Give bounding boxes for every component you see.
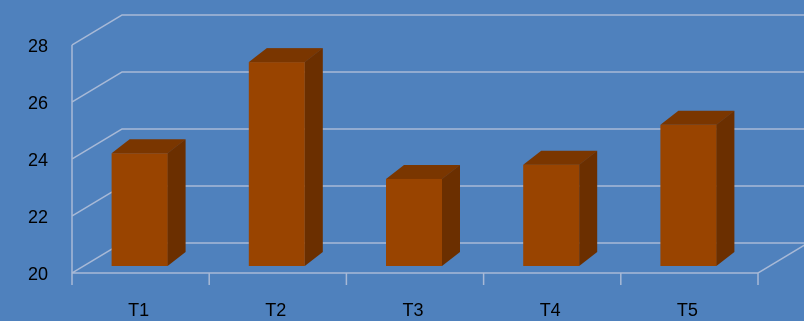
bar-t2 — [248, 48, 323, 266]
y-axis-tick-labels: 20 22 24 26 28 — [28, 36, 48, 284]
axes — [71, 45, 804, 285]
bar-front-face — [386, 178, 442, 266]
bar-t5 — [660, 110, 735, 266]
y-tick-label: 24 — [28, 150, 48, 170]
bars — [111, 48, 735, 266]
bar-side-face — [716, 110, 735, 266]
x-category-label: T3 — [402, 300, 423, 320]
bar-side-face — [442, 164, 460, 266]
bar-top-face — [523, 150, 598, 165]
bar-top-face — [386, 164, 460, 179]
gridline — [71, 128, 804, 160]
bar-top-face — [111, 139, 186, 154]
y-tick-label: 20 — [28, 264, 48, 284]
bar-front-face — [660, 124, 717, 266]
bar-top-face — [248, 48, 323, 63]
bar-side-face — [579, 150, 598, 266]
bar-t3 — [386, 164, 460, 266]
bar-t1 — [111, 139, 186, 266]
x-category-label: T4 — [540, 300, 561, 320]
x-category-label: T5 — [677, 300, 698, 320]
y-tick-label: 22 — [28, 207, 48, 227]
y-tick-label: 26 — [28, 93, 48, 113]
bar-side-face — [167, 139, 186, 266]
bar-t4 — [523, 150, 598, 266]
x-category-label: T2 — [265, 300, 286, 320]
floor-right-edge — [757, 244, 804, 274]
gridline — [71, 71, 804, 103]
bar-front-face — [248, 62, 305, 266]
x-axis-category-labels: T1 T2 T3 T4 T5 — [128, 300, 698, 320]
bar-front-face — [523, 164, 580, 266]
y-tick-label: 28 — [28, 36, 48, 56]
gridline — [71, 14, 804, 46]
bar-side-face — [304, 48, 323, 266]
bar-front-face — [111, 153, 168, 266]
bar-top-face — [660, 110, 735, 125]
x-category-label: T1 — [128, 300, 149, 320]
